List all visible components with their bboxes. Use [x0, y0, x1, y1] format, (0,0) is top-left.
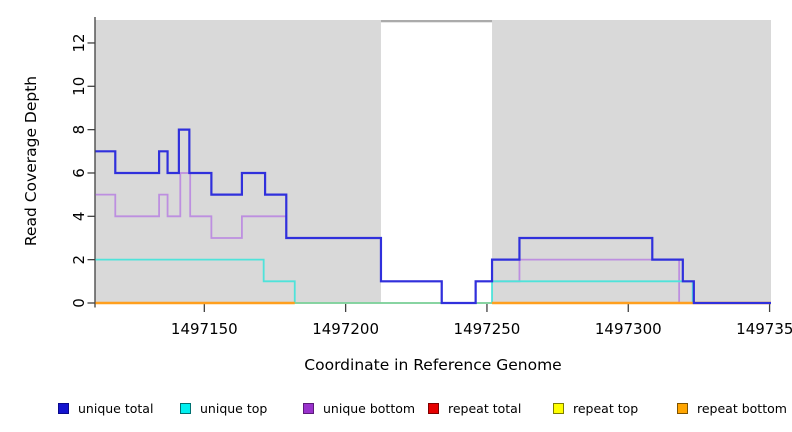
legend: unique total unique top unique bottom re… — [0, 398, 792, 422]
legend-label: repeat top — [573, 400, 639, 416]
legend-item-unique-total: unique total — [58, 398, 153, 418]
legend-label: unique total — [78, 400, 154, 416]
legend-item-unique-bottom: unique bottom — [303, 398, 415, 418]
y-tick-label: 12 — [70, 33, 88, 52]
x-tick-label: 1497150 — [171, 320, 238, 338]
plot-background-left — [95, 20, 381, 303]
y-tick-label: 0 — [70, 298, 88, 308]
unique-total-swatch-icon — [58, 402, 69, 414]
series-unique-total — [95, 128, 771, 305]
unique-bottom-swatch-icon — [303, 402, 314, 414]
repeat-top-swatch-icon — [553, 402, 564, 414]
y-tick-label: 4 — [70, 212, 88, 222]
legend-label: repeat total — [448, 400, 522, 416]
legend-label: unique bottom — [323, 400, 416, 416]
legend-item-repeat-total: repeat total — [428, 398, 521, 418]
legend-item-repeat-bottom: repeat bottom — [677, 398, 787, 418]
x-tick-label: 1497350 — [736, 320, 792, 338]
y-tick-label: 10 — [70, 77, 88, 96]
legend-label: unique top — [200, 400, 268, 416]
x-tick-label: 1497250 — [454, 320, 521, 338]
coverage-plot: 0 2 4 6 8 10 12 1497150 1497200 1497250 1497300 149… — [70, 17, 792, 338]
legend-item-unique-top: unique top — [180, 398, 267, 418]
y-tick-label: 8 — [70, 125, 88, 135]
legend-label: repeat bottom — [697, 400, 787, 416]
legend-item-repeat-top: repeat top — [553, 398, 638, 418]
repeat-bottom-swatch-icon — [677, 402, 688, 414]
plot-background-right — [492, 20, 771, 303]
unique-top-swatch-icon — [180, 402, 191, 414]
x-tick-label: 1497300 — [595, 320, 662, 338]
repeat-total-swatch-icon — [428, 402, 439, 414]
y-axis-title: Read Coverage Depth — [22, 75, 40, 247]
x-tick-label: 1497200 — [312, 320, 379, 338]
x-axis-title: Coordinate in Reference Genome — [304, 356, 562, 374]
masked-region-top-edge — [380, 20, 493, 23]
y-tick-label: 6 — [70, 168, 88, 178]
y-tick-label: 2 — [70, 255, 88, 265]
